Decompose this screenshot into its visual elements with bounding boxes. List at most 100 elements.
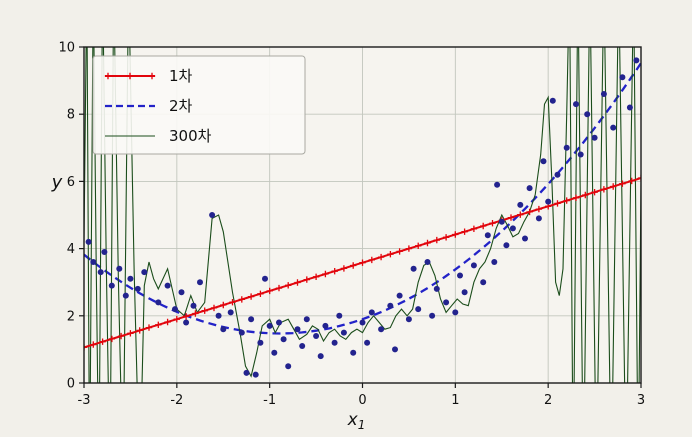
scatter-point xyxy=(252,371,259,378)
scatter-point xyxy=(285,363,292,370)
scatter-point xyxy=(457,272,463,279)
scatter-point xyxy=(494,181,501,188)
legend-label: 2차 xyxy=(169,97,193,115)
scatter-point xyxy=(509,225,516,232)
scatter-point xyxy=(549,97,556,104)
y-tick-label: 10 xyxy=(58,41,75,56)
x-tick-label: 0 xyxy=(358,393,366,408)
series-degree-2 xyxy=(84,62,641,335)
scatter-point xyxy=(299,343,306,349)
scatter-point xyxy=(227,309,234,316)
scatter-point xyxy=(517,201,524,208)
scatter-point xyxy=(405,316,412,323)
y-tick-label: 4 xyxy=(67,242,75,257)
x-tick-label: 2 xyxy=(544,393,552,408)
scatter-point xyxy=(415,306,422,313)
scatter-point xyxy=(97,269,104,276)
scatter-point xyxy=(484,232,491,239)
scatter-point xyxy=(155,299,162,306)
scatter-point xyxy=(424,259,431,265)
x-tick-label: -2 xyxy=(170,393,183,408)
scatter-point xyxy=(303,316,310,323)
scatter-point xyxy=(577,151,584,158)
scatter-point xyxy=(368,309,375,316)
scatter-point xyxy=(209,212,216,218)
scatter-point xyxy=(108,282,115,289)
scatter-point xyxy=(294,326,301,333)
scatter-point xyxy=(633,57,640,64)
scatter-point xyxy=(545,198,552,205)
y-tick-label: 6 xyxy=(67,175,75,190)
series-degree-300 xyxy=(84,47,641,383)
scatter-point xyxy=(85,238,92,245)
scatter-point xyxy=(116,265,123,272)
scatter-point xyxy=(410,265,417,272)
legend-plus-markers xyxy=(104,72,156,80)
scatter-point xyxy=(127,275,134,282)
scatter-point xyxy=(336,312,343,319)
scatter-point xyxy=(172,306,178,313)
scatter-point xyxy=(340,329,347,336)
scatter-point xyxy=(378,326,385,333)
scatter-point xyxy=(271,349,278,356)
y-axis-label: y xyxy=(51,172,63,193)
scatter-point xyxy=(364,339,371,346)
scatter-point xyxy=(262,275,268,282)
scatter-point xyxy=(190,302,197,309)
scatter-point xyxy=(215,312,222,319)
scatter-point xyxy=(433,285,440,292)
scatter-point xyxy=(317,353,324,360)
scatter-point xyxy=(443,299,450,306)
scatter-point xyxy=(122,292,129,299)
scatter-point xyxy=(164,282,171,289)
scatter-point xyxy=(248,316,255,323)
scatter-point xyxy=(141,269,148,276)
scatter-point xyxy=(584,111,591,118)
scatter-point xyxy=(491,259,498,265)
scatter-point xyxy=(498,218,505,225)
scatter-point xyxy=(220,326,227,333)
series-degree-1-plus-markers xyxy=(84,174,641,351)
legend-label: 300차 xyxy=(169,127,212,145)
scatter-point xyxy=(322,322,329,329)
scatter-point xyxy=(178,289,185,296)
scatter-point xyxy=(470,262,477,269)
x-tick-label: -1 xyxy=(263,393,276,408)
y-tick-label: 8 xyxy=(67,108,75,123)
scatter-point xyxy=(197,279,203,286)
scatter-point xyxy=(619,74,626,81)
scatter-point xyxy=(359,319,366,326)
plot-series-group xyxy=(84,47,641,383)
scatter-point xyxy=(600,91,607,97)
scatter-point xyxy=(350,349,357,356)
scatter-point xyxy=(396,292,403,299)
scatter-point xyxy=(573,101,579,108)
scatter-point xyxy=(387,302,394,309)
scatter-point xyxy=(540,158,547,165)
scatter-point xyxy=(452,309,459,316)
x-tick-label: 3 xyxy=(637,393,645,408)
scatter-point xyxy=(535,215,542,222)
scatter-point xyxy=(280,336,287,343)
scatter-point xyxy=(134,285,141,292)
scatter-point xyxy=(101,249,108,255)
scatter-point xyxy=(90,259,97,265)
scatter-point xyxy=(554,171,561,178)
scatter-point xyxy=(480,279,487,286)
scatter-point xyxy=(331,339,338,346)
scatter-point xyxy=(503,242,510,249)
scatter-point xyxy=(183,319,190,326)
x-tick-label: 1 xyxy=(451,393,459,408)
scatter-point xyxy=(243,369,250,376)
scatter-point xyxy=(392,346,398,353)
scatter-point xyxy=(563,144,570,151)
scatter-point xyxy=(266,322,273,329)
scatter-point xyxy=(526,185,533,192)
scatter-point xyxy=(610,124,617,131)
scatter-point xyxy=(257,339,264,346)
legend: 1차 2차 300차 xyxy=(92,55,306,155)
y-tick-label: 0 xyxy=(67,377,75,392)
y-tick-label: 2 xyxy=(67,309,75,324)
